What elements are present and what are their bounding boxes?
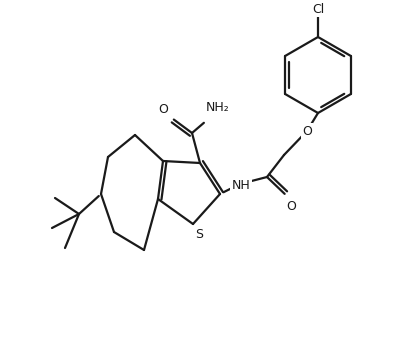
Text: O: O bbox=[158, 103, 168, 116]
Text: NH₂: NH₂ bbox=[206, 100, 230, 114]
Text: Cl: Cl bbox=[312, 2, 324, 15]
Text: NH: NH bbox=[232, 179, 250, 192]
Text: O: O bbox=[286, 201, 296, 214]
Text: S: S bbox=[195, 227, 203, 240]
Text: O: O bbox=[302, 125, 312, 138]
